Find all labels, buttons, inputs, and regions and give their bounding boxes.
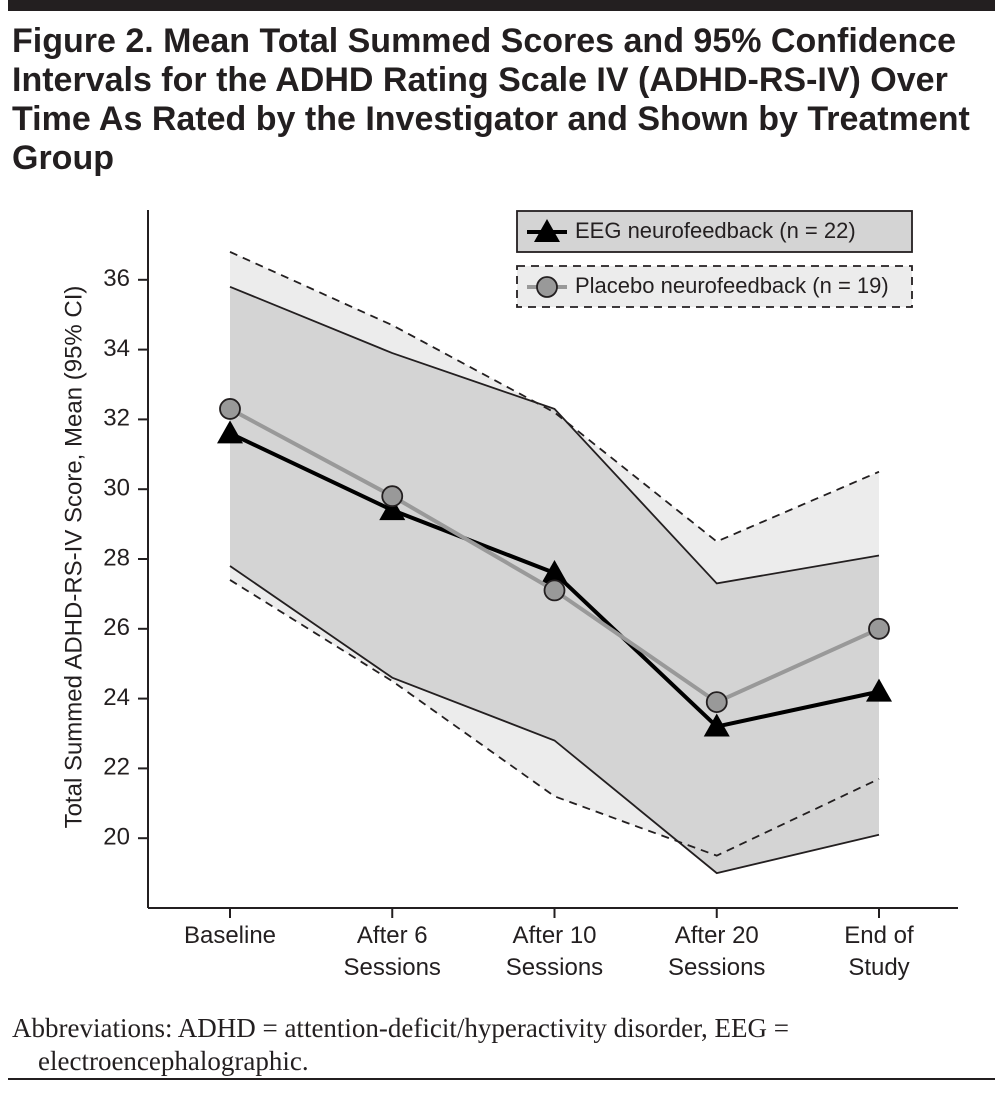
bottom-rule [8, 1078, 995, 1080]
x-tick-label: End of Study [844, 922, 914, 981]
ci-edge [229, 579, 880, 857]
y-tick-label: 20 [103, 824, 130, 851]
x-tick-label-box: After 10 Sessions [505, 922, 604, 981]
chart: Total Summed ADHD-RS-IV Score, Mean (95%… [60, 210, 958, 981]
legend-box [516, 210, 913, 253]
y-tick-label: 36 [103, 265, 130, 292]
y-tick-label: 28 [103, 544, 130, 571]
x-tick-label: After 20 Sessions [668, 922, 766, 981]
x-tick-label: Baseline [183, 922, 277, 949]
x-tick-label-box: After 6 Sessions [343, 922, 441, 981]
x-tick-label: After 6 Sessions [343, 922, 441, 981]
legend-marker [536, 276, 558, 298]
data-point [217, 420, 243, 444]
ci-edge [229, 565, 880, 875]
y-tick-label: 26 [103, 614, 130, 641]
data-point [868, 617, 890, 640]
chart-title: Figure 2. Mean Total Summed Scores and 9… [12, 22, 970, 177]
data-point [543, 579, 566, 602]
legend-label: Placebo neurofeedback (n = 19) [575, 273, 889, 298]
x-tick-label-box: Baseline [183, 922, 277, 949]
data-point [219, 398, 241, 420]
data-point [866, 678, 892, 702]
legend-box [516, 265, 913, 308]
x-tick-label-box: End of Study [844, 922, 914, 981]
legend-label: EEG neurofeedback (n = 22) [575, 218, 856, 243]
data-point [541, 559, 568, 583]
x-tick-label: After 10 Sessions [505, 922, 604, 981]
y-tick-label: 34 [103, 335, 130, 362]
y-tick-label: 30 [103, 475, 130, 502]
ci-edge [229, 251, 880, 543]
top-rule [8, 0, 995, 11]
y-tick-label: 22 [103, 754, 130, 781]
y-tick-label: 32 [103, 405, 130, 432]
data-point [379, 497, 406, 521]
ci-edge [229, 285, 880, 585]
data-point [381, 485, 404, 508]
legend-marker [534, 219, 560, 242]
x-tick-label-box: After 20 Sessions [668, 922, 766, 981]
data-point [703, 713, 730, 737]
y-axis-label: Total Summed ADHD-RS-IV Score, Mean (95%… [60, 286, 87, 829]
y-tick-label: 24 [103, 684, 130, 711]
footnote: Abbreviations: ADHD = attention-deficit/… [12, 1013, 789, 1076]
data-point [705, 691, 728, 713]
